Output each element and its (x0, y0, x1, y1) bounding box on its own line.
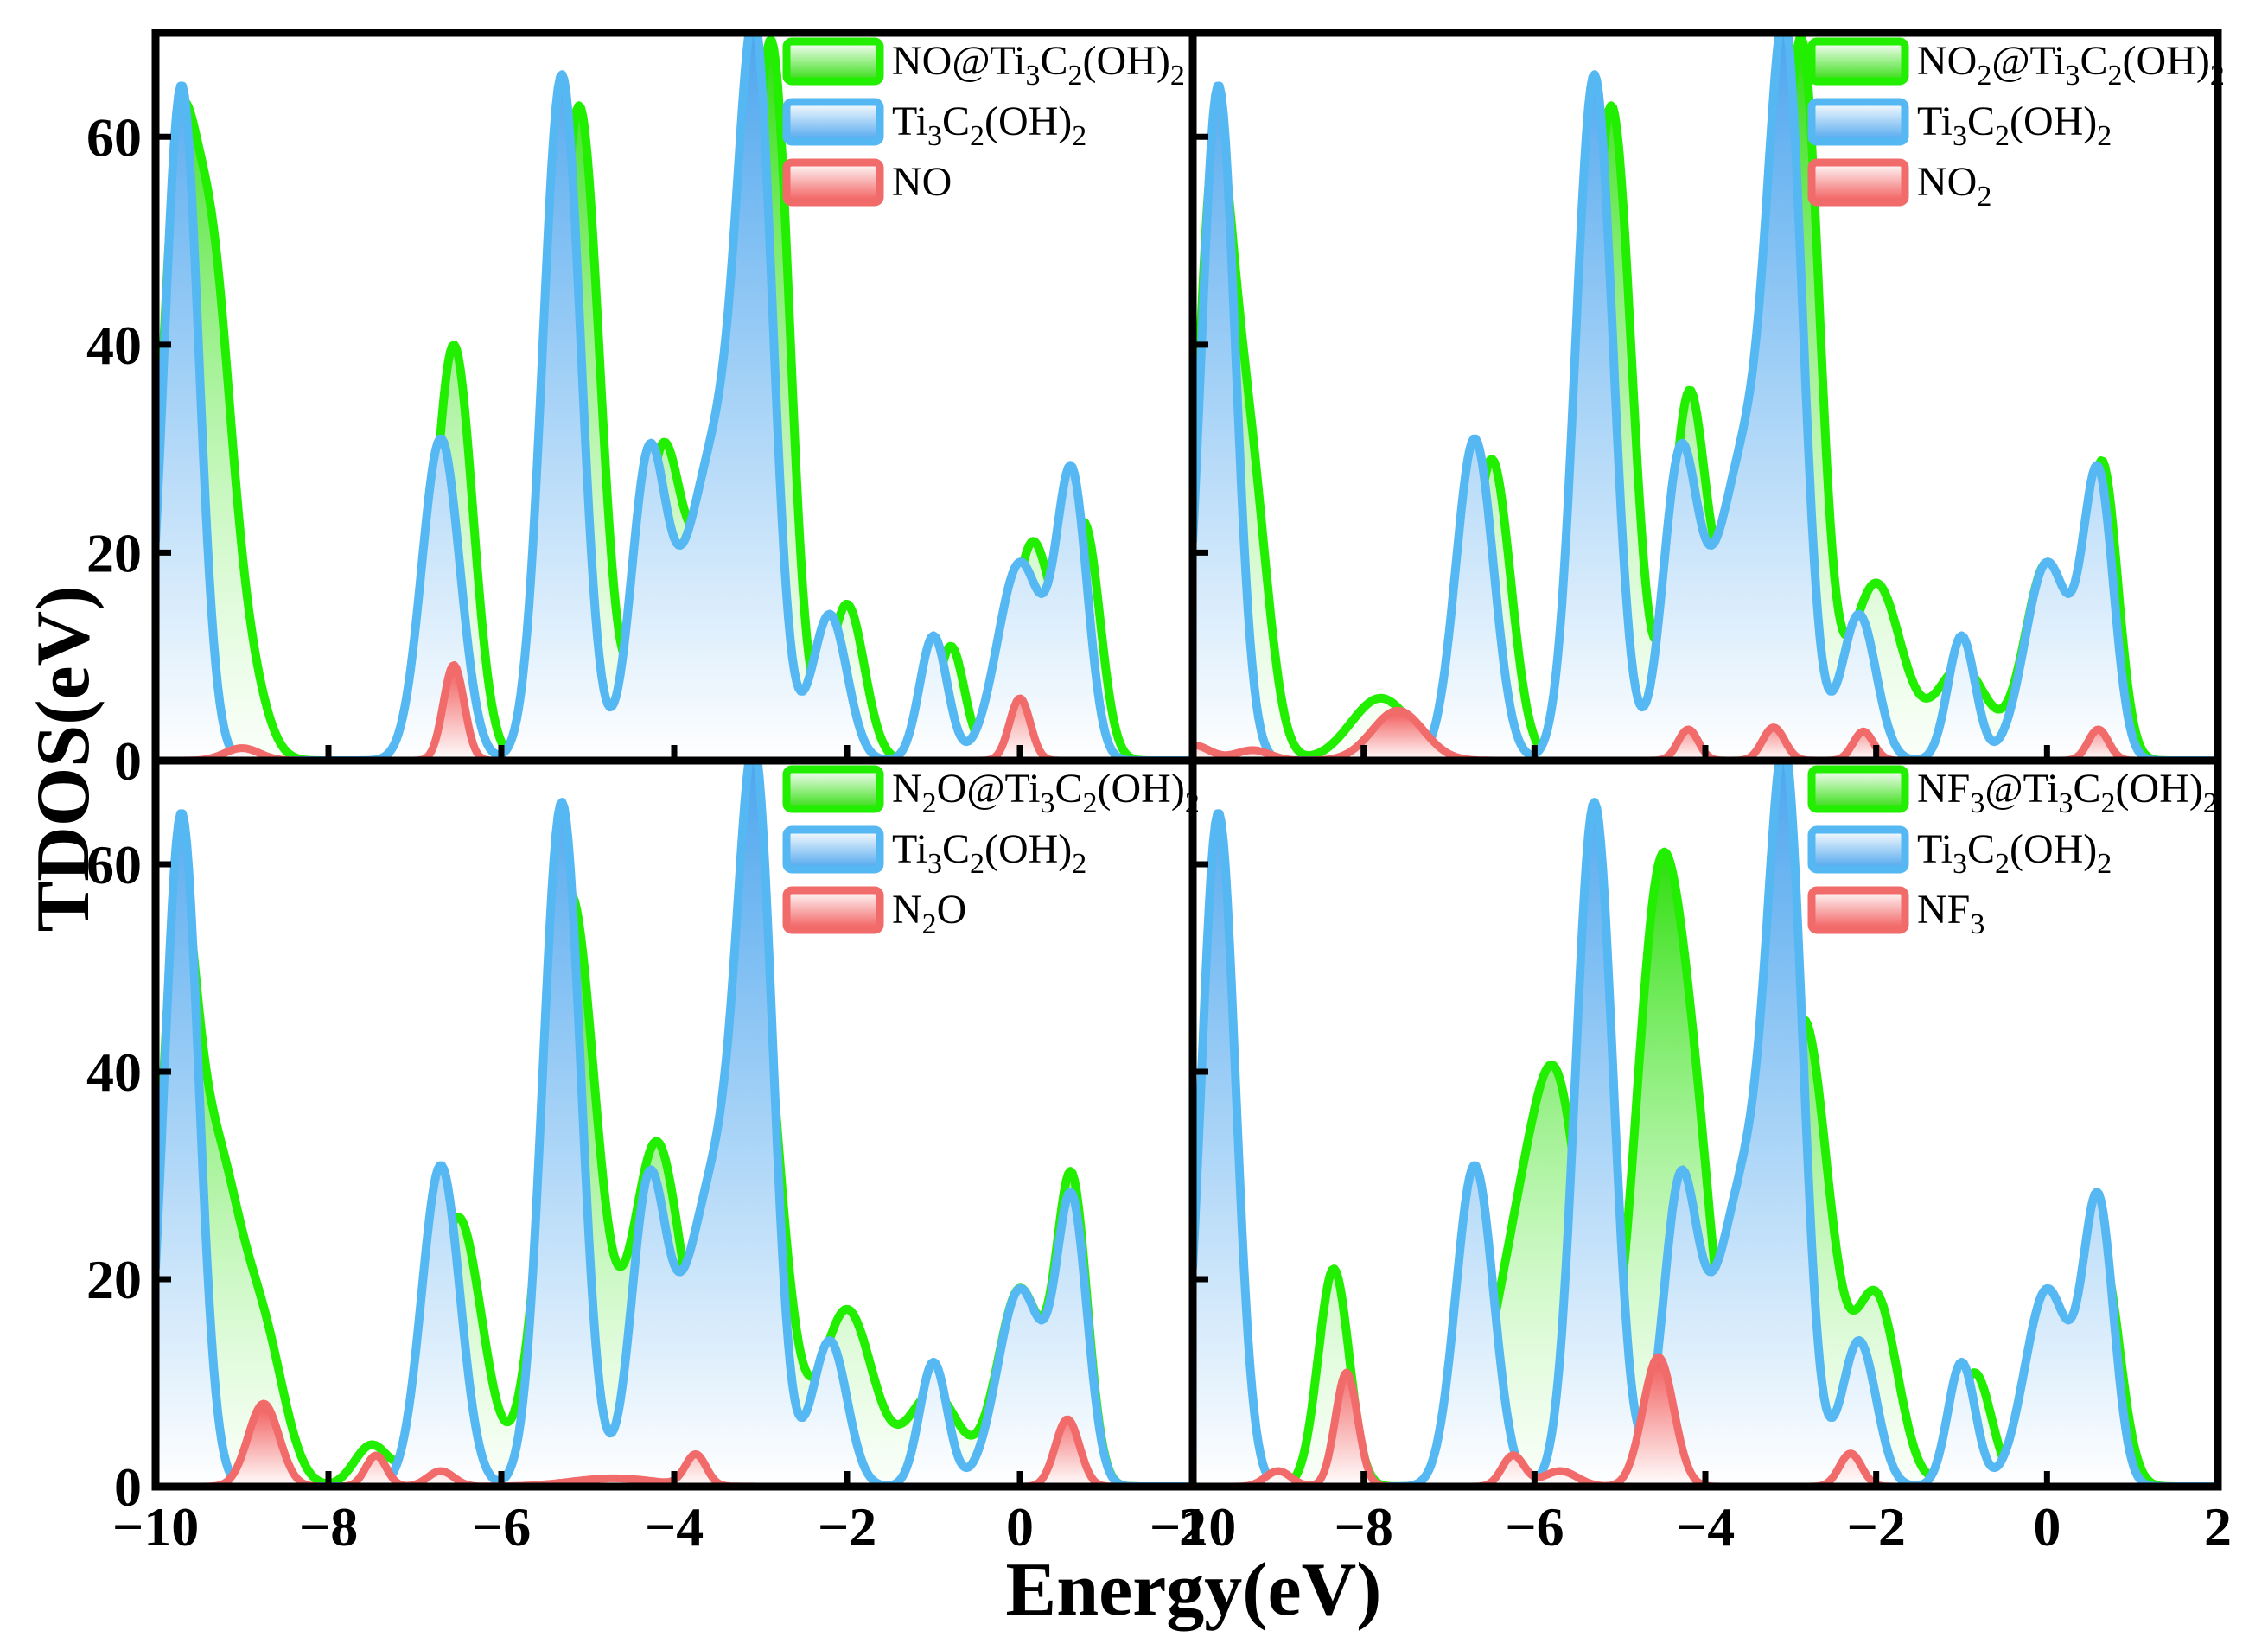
x-tick-label: 2 (1179, 1496, 1207, 1557)
x-tick-label: −4 (1676, 1496, 1735, 1557)
legends-layer: NO@Ti3C2(OH)2 Ti3C2(OH)2 NO NO2@Ti3C2(OH)2 T… (782, 37, 2225, 940)
legend-label: NF3@Ti3C2(OH)2 (1917, 766, 2218, 819)
legend-label: N2O (892, 887, 966, 940)
x-tick-label: −6 (472, 1496, 531, 1557)
y-tick-label: 40 (86, 1041, 142, 1103)
series-area-substrate (1193, 761, 2218, 1487)
legend-swatch (1807, 825, 1909, 874)
panels-layer (156, 33, 2218, 1487)
x-axis-title: Energy(eV) (1006, 1548, 1382, 1632)
y-tick-label: 60 (86, 834, 142, 895)
x-tick-label: −4 (645, 1496, 704, 1557)
legend-bottom-left: N2O@Ti3C2(OH)2 Ti3C2(OH)2 N2O (782, 765, 1200, 940)
y-tick-label: 60 (86, 106, 142, 168)
legend-swatch (1807, 98, 1909, 146)
legend-label: Ti3C2(OH)2 (1917, 99, 2112, 152)
legend-swatch (1807, 37, 1909, 86)
legend-swatch (1807, 158, 1909, 207)
x-tick-label: −10 (112, 1496, 199, 1557)
legend-swatch (782, 158, 884, 207)
legend-label: N2O@Ti3C2(OH)2 (892, 766, 1200, 819)
x-tick-label: 0 (1006, 1496, 1034, 1557)
x-tick-label: −6 (1505, 1496, 1564, 1557)
legend-swatch (782, 98, 884, 146)
x-tick-label: −8 (1334, 1496, 1392, 1557)
series-line-substrate (156, 761, 1193, 1487)
series-line-substrate (1193, 761, 2218, 1487)
series-line-substrate (1193, 33, 2218, 761)
x-tick-label: −2 (1846, 1496, 1905, 1557)
x-tick-label: −8 (299, 1496, 358, 1557)
y-tick-label: 40 (86, 315, 142, 376)
legend-label: NO2 (1917, 159, 1991, 213)
y-axis-title: TDOS(eV) (22, 586, 105, 933)
x-tick-label: 2 (2204, 1496, 2232, 1557)
legend-top-left: NO@Ti3C2(OH)2 Ti3C2(OH)2 NO (782, 37, 1185, 207)
legend-swatch (782, 886, 884, 934)
legend-label: Ti3C2(OH)2 (892, 826, 1086, 880)
y-tick-label: 0 (114, 730, 142, 792)
panel-top-right (1193, 33, 2218, 761)
legend-swatch (1807, 765, 1909, 813)
y-tick-label: 20 (86, 522, 142, 583)
y-tick-label: 0 (114, 1456, 142, 1518)
legend-swatch (782, 765, 884, 813)
legend-label: Ti3C2(OH)2 (892, 99, 1086, 152)
series-area-substrate (156, 33, 1193, 761)
legend-top-right: NO2@Ti3C2(OH)2 Ti3C2(OH)2 NO2 (1807, 37, 2225, 213)
legend-label: Ti3C2(OH)2 (1917, 826, 2112, 880)
legend-swatch (1807, 886, 1909, 934)
x-tick-label: 0 (2033, 1496, 2061, 1557)
x-tick-label: −2 (818, 1496, 876, 1557)
legend-swatch (782, 37, 884, 86)
series-area-substrate (1193, 33, 2218, 761)
legend-label: NF3 (1917, 887, 1984, 940)
legend-label: NO@Ti3C2(OH)2 (892, 38, 1185, 92)
legend-label: NO (892, 159, 952, 205)
panel-top-left (156, 33, 1193, 761)
legend-bottom-right: NF3@Ti3C2(OH)2 Ti3C2(OH)2 NF3 (1807, 765, 2218, 940)
series-area-substrate (156, 761, 1193, 1487)
x-tick-label: −10 (1150, 1496, 1236, 1557)
y-tick-label: 20 (86, 1249, 142, 1310)
legend-label: NO2@Ti3C2(OH)2 (1917, 38, 2225, 92)
series-line-gas (156, 661, 1193, 761)
legend-swatch (782, 825, 884, 874)
series-line-substrate (156, 33, 1193, 761)
